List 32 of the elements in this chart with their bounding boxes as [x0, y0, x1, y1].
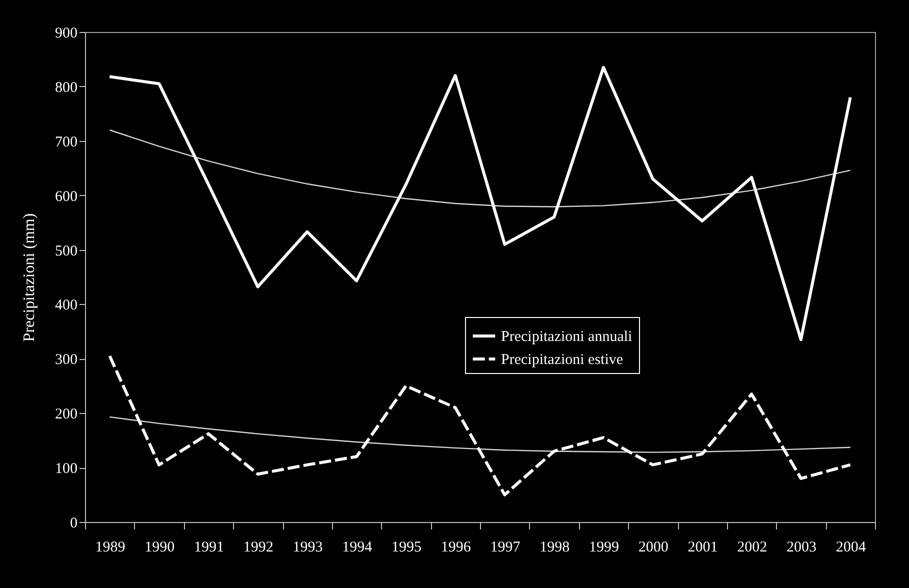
- y-tick-label: 700: [55, 134, 78, 150]
- line-series: [108, 354, 852, 496]
- y-tick-label: 200: [55, 406, 78, 423]
- y-axis-title: Precipitazioni (mm): [21, 213, 38, 342]
- x-tick-label: 1994: [342, 540, 373, 556]
- x-tick-label: 1990: [144, 540, 175, 556]
- x-tick-label: 1995: [391, 540, 422, 556]
- x-tick-label: 2001: [688, 540, 718, 556]
- legend-label: Precipitazioni estive: [501, 352, 624, 368]
- legend-label: Precipitazioni annuali: [501, 329, 632, 345]
- x-tick-label: 1989: [95, 540, 126, 556]
- y-tick-label: 600: [55, 188, 78, 205]
- y-tick-label: 900: [55, 26, 78, 42]
- x-tick-label: 1992: [243, 540, 274, 556]
- x-tick-label: 2003: [786, 540, 816, 556]
- x-tick-label: 2004: [836, 540, 866, 556]
- x-tick-label: 1993: [292, 540, 323, 556]
- y-tick-label: 300: [55, 352, 78, 368]
- y-tick-label: 100: [55, 461, 78, 478]
- y-tick-label: 500: [55, 243, 78, 260]
- line-series: [109, 129, 851, 208]
- line-series: [109, 416, 851, 453]
- y-tick-label: 400: [55, 298, 78, 314]
- x-tick-label: 1996: [440, 540, 472, 556]
- x-tick-label: 1997: [490, 540, 521, 556]
- x-tick-label: 1999: [588, 540, 619, 556]
- x-tick-label: 2000: [638, 540, 668, 556]
- x-tick-label: 1998: [540, 540, 570, 556]
- x-tick-label: 1991: [194, 540, 224, 556]
- x-tick-label: 2002: [737, 540, 768, 556]
- y-tick-label: 0: [70, 516, 78, 532]
- y-tick-label: 800: [55, 80, 78, 96]
